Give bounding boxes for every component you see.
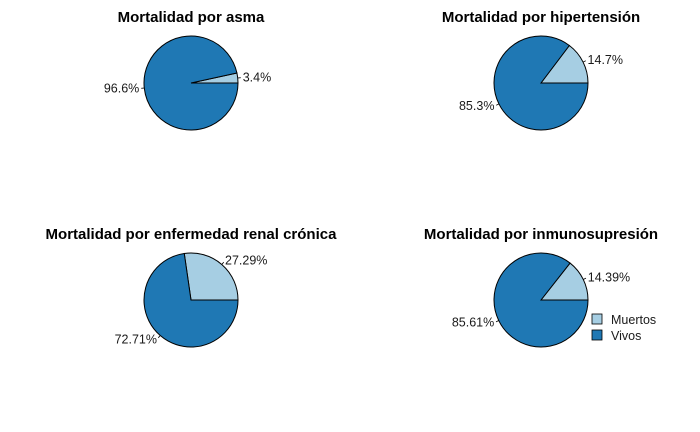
chart-title-renal: Mortalidad por enfermedad renal crónica bbox=[46, 226, 338, 243]
slice-label-hipertension-muertos: 14.7% bbox=[588, 53, 623, 67]
panel-hipertension: Mortalidad por hipertensión 14.7% 85.3% bbox=[442, 9, 640, 131]
label-leader-renal-muertos bbox=[221, 261, 225, 265]
chart-title-inmunosupresion: Mortalidad por inmunosupresión bbox=[424, 226, 658, 243]
legend: Muertos Vivos bbox=[591, 313, 656, 343]
legend-label-vivos: Vivos bbox=[611, 329, 641, 343]
panel-asma: Mortalidad por asma 3.4% 96.6% bbox=[104, 9, 272, 131]
label-leader-inmunosupresion-vivos bbox=[495, 320, 499, 323]
chart-title-asma: Mortalidad por asma bbox=[118, 9, 265, 26]
pie-slice-hipertension-vivos bbox=[493, 35, 589, 131]
legend-swatch-vivos bbox=[591, 329, 603, 341]
pie-slice-inmunosupresion-vivos bbox=[493, 252, 589, 348]
slice-label-asma-vivos: 96.6% bbox=[104, 82, 139, 96]
label-leader-renal-vivos bbox=[157, 335, 161, 339]
label-leader-hipertension-vivos bbox=[496, 103, 500, 106]
panel-inmunosupresion: Mortalidad por inmunosupresión 14.39% 85.… bbox=[424, 226, 658, 348]
slice-label-inmunosupresion-vivos: 85.61% bbox=[452, 316, 494, 330]
chart-title-hipertension: Mortalidad por hipertensión bbox=[442, 9, 640, 26]
slice-label-renal-muertos: 27.29% bbox=[225, 254, 267, 268]
panel-renal: Mortalidad por enfermedad renal crónica … bbox=[46, 226, 338, 348]
pie-slice-renal-muertos bbox=[183, 252, 239, 301]
slice-label-renal-vivos: 72.71% bbox=[115, 332, 157, 346]
pie-slice-asma-vivos bbox=[143, 35, 239, 131]
slice-label-inmunosupresion-muertos: 14.39% bbox=[588, 270, 630, 284]
legend-swatch-muertos bbox=[591, 313, 603, 325]
slice-label-hipertension-vivos: 85.3% bbox=[459, 99, 494, 113]
slice-label-asma-muertos: 3.4% bbox=[243, 70, 272, 84]
label-leader-inmunosupresion-muertos bbox=[583, 277, 587, 280]
label-leader-hipertension-muertos bbox=[582, 60, 586, 63]
legend-label-muertos: Muertos bbox=[611, 313, 656, 327]
